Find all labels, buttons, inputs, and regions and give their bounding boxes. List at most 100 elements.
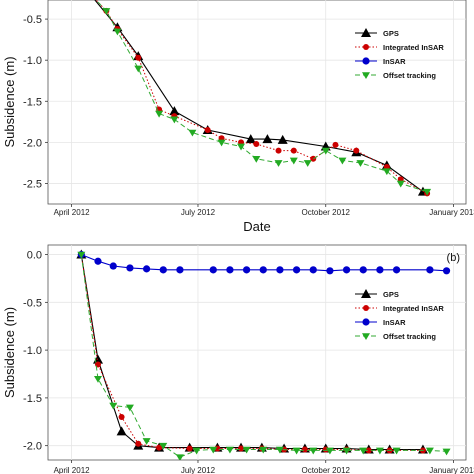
y-axis-label: Subsidence (m) — [2, 56, 17, 147]
data-point-offset-tracking — [274, 160, 283, 167]
y-tick-label: -0.5 — [23, 297, 42, 309]
x-tick-label: January 2013 — [429, 466, 474, 474]
data-point-offset-tracking — [113, 28, 122, 36]
data-point-gps — [245, 134, 256, 144]
data-point-insar — [159, 266, 167, 274]
data-point-insar — [109, 262, 117, 270]
y-tick-label: -2.5 — [23, 178, 42, 190]
data-point-gps — [277, 134, 288, 144]
data-point-offset-tracking — [93, 375, 102, 383]
data-point-offset-tracking — [77, 251, 86, 259]
data-point-offset-tracking — [134, 65, 143, 73]
x-tick-label: January 2013 — [429, 208, 474, 217]
data-point-offset-tracking — [375, 447, 384, 455]
data-point-integrated-insar — [253, 141, 260, 148]
data-point-offset-tracking — [175, 454, 184, 460]
data-point-insar — [326, 267, 334, 275]
data-point-offset-tracking — [155, 110, 164, 118]
data-point-offset-tracking — [423, 188, 432, 196]
data-point-insar — [242, 266, 251, 274]
data-point-integrated-insar — [186, 445, 193, 452]
legend-marker — [362, 333, 370, 340]
legend-marker — [363, 44, 369, 50]
data-point-offset-tracking — [342, 447, 351, 455]
x-tick-label: October 2012 — [301, 208, 350, 217]
data-point-offset-tracking — [252, 156, 261, 163]
data-point-integrated-insar — [204, 127, 211, 134]
data-point-offset-tracking — [382, 168, 391, 176]
data-point-offset-tracking — [325, 447, 334, 455]
data-point-insar — [226, 266, 234, 274]
data-point-offset-tracking — [125, 404, 134, 412]
data-point-offset-tracking — [356, 160, 365, 167]
data-point-offset-tracking — [392, 447, 401, 455]
data-point-offset-tracking — [170, 116, 179, 124]
plot-area — [47, 0, 467, 205]
data-point-insar — [392, 266, 401, 274]
data-point-offset-tracking — [289, 157, 298, 165]
y-tick-label: -1.5 — [23, 393, 42, 405]
data-point-integrated-insar — [275, 147, 282, 154]
data-point-integrated-insar — [238, 445, 245, 452]
data-point-offset-tracking — [142, 438, 151, 445]
data-point-offset-tracking — [338, 157, 347, 165]
legend-label: InSAR — [383, 57, 406, 66]
legend-marker — [362, 72, 370, 79]
chart-panel-a: -0.5 -1.0 -1.5 -2.0 -2.5 April 2012 July 2012 O… — [2, 0, 474, 234]
data-point-offset-tracking — [109, 402, 118, 410]
data-point-integrated-insar — [301, 446, 308, 453]
data-point-insar — [276, 266, 284, 274]
data-point-offset-tracking — [192, 447, 201, 455]
data-point-integrated-insar — [365, 447, 372, 454]
data-point-insar — [94, 257, 102, 265]
data-point-gps — [169, 106, 180, 116]
data-point-integrated-insar — [135, 54, 142, 61]
data-point-offset-tracking — [159, 442, 168, 450]
legend: GPS Integrated InSAR InSAR Offset tracking — [355, 289, 444, 341]
legend-label: Integrated InSAR — [383, 304, 444, 313]
data-point-offset-tracking — [237, 143, 246, 151]
x-tick-label: July 2012 — [181, 208, 216, 217]
data-point-insar — [142, 265, 151, 273]
data-point-insar — [426, 266, 434, 274]
data-point-insar — [209, 266, 217, 274]
series-line-integrated-insar — [95, 0, 428, 194]
data-point-integrated-insar — [135, 440, 142, 447]
data-point-integrated-insar — [353, 147, 360, 154]
data-point-offset-tracking — [209, 446, 218, 454]
data-point-offset-tracking — [396, 180, 405, 188]
data-point-insar — [342, 266, 351, 274]
data-point-offset-tracking — [242, 446, 251, 454]
data-point-offset-tracking — [321, 147, 330, 155]
x-tick-label: April 2012 — [54, 466, 91, 474]
data-point-offset-tracking — [442, 448, 451, 456]
data-point-insar — [376, 266, 384, 274]
legend-label: GPS — [383, 29, 399, 38]
data-point-insar — [126, 264, 134, 272]
y-tick-label: -2.0 — [23, 441, 42, 453]
plot-area — [47, 244, 467, 461]
data-point-integrated-insar — [118, 414, 125, 420]
data-point-offset-tracking — [359, 447, 368, 455]
data-point-offset-tracking — [275, 446, 284, 454]
chart-panel-b: 0.0 -0.5 -1.0 -1.5 -2.0 April 2012 July 2012 Oc… — [2, 244, 474, 474]
data-point-insar — [176, 266, 184, 274]
legend: GPS Integrated InSAR InSAR Offset tracking — [355, 28, 444, 80]
data-point-offset-tracking — [292, 447, 301, 455]
legend-marker — [361, 28, 371, 37]
legend-label: Offset tracking — [383, 71, 436, 80]
y-tick-label: 0.0 — [27, 250, 42, 262]
legend-label: InSAR — [383, 318, 406, 327]
series-line-offset-tracking — [80, 254, 447, 458]
data-point-integrated-insar — [310, 155, 317, 162]
data-point-insar — [359, 266, 367, 274]
legend-label: Offset tracking — [383, 332, 436, 341]
series-line-gps — [80, 254, 423, 451]
data-point-integrated-insar — [156, 444, 163, 451]
x-tick-label: July 2012 — [181, 466, 216, 474]
legend-marker — [362, 318, 370, 326]
legend-marker — [361, 289, 371, 298]
y-tick-label: -1.0 — [23, 345, 42, 357]
legend-marker — [362, 57, 370, 65]
